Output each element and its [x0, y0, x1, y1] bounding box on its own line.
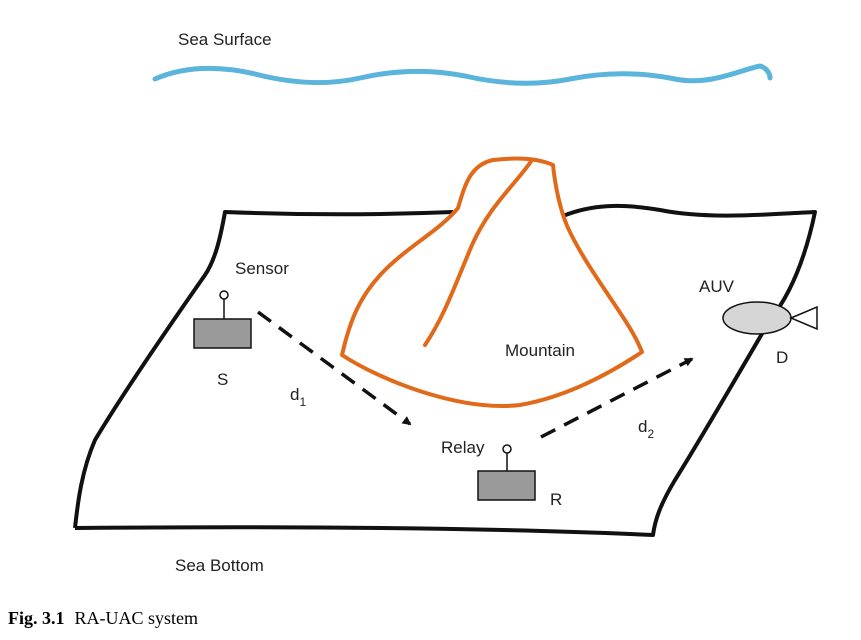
sea-bottom-outline-right — [74, 203, 817, 537]
link-d1-label: d1 — [290, 385, 306, 409]
relay-node-box — [477, 470, 536, 501]
mountain-outline — [340, 156, 644, 408]
relay-antenna-tip — [502, 444, 512, 454]
sensor-antenna-tip — [219, 290, 229, 300]
link-d2-arrow — [540, 357, 694, 439]
sensor-label: Sensor — [235, 259, 289, 278]
source-node-label: S — [217, 370, 228, 389]
mountain-ridge — [423, 158, 534, 347]
auv-label: AUV — [699, 277, 735, 296]
sea-bottom-label: Sea Bottom — [175, 556, 264, 575]
mountain-label: Mountain — [505, 341, 575, 360]
sea-surface-label: Sea Surface — [178, 30, 272, 49]
figure-caption: Fig. 3.1 RA-UAC system — [8, 608, 198, 628]
destination-node-label: D — [776, 348, 788, 367]
link-d1-arrow — [256, 310, 412, 426]
caption-number: Fig. 3.1 — [8, 608, 65, 628]
sea-surface-wave — [152, 63, 773, 86]
sensor-node-box — [193, 318, 252, 349]
auv-tail — [789, 305, 818, 331]
link-d2-label: d2 — [638, 417, 654, 441]
auv-body — [722, 301, 792, 335]
sea-bottom-outline-left — [73, 210, 454, 529]
relay-node-label: R — [550, 490, 562, 509]
relay-label: Relay — [441, 438, 485, 457]
caption-text: RA-UAC system — [75, 608, 199, 628]
